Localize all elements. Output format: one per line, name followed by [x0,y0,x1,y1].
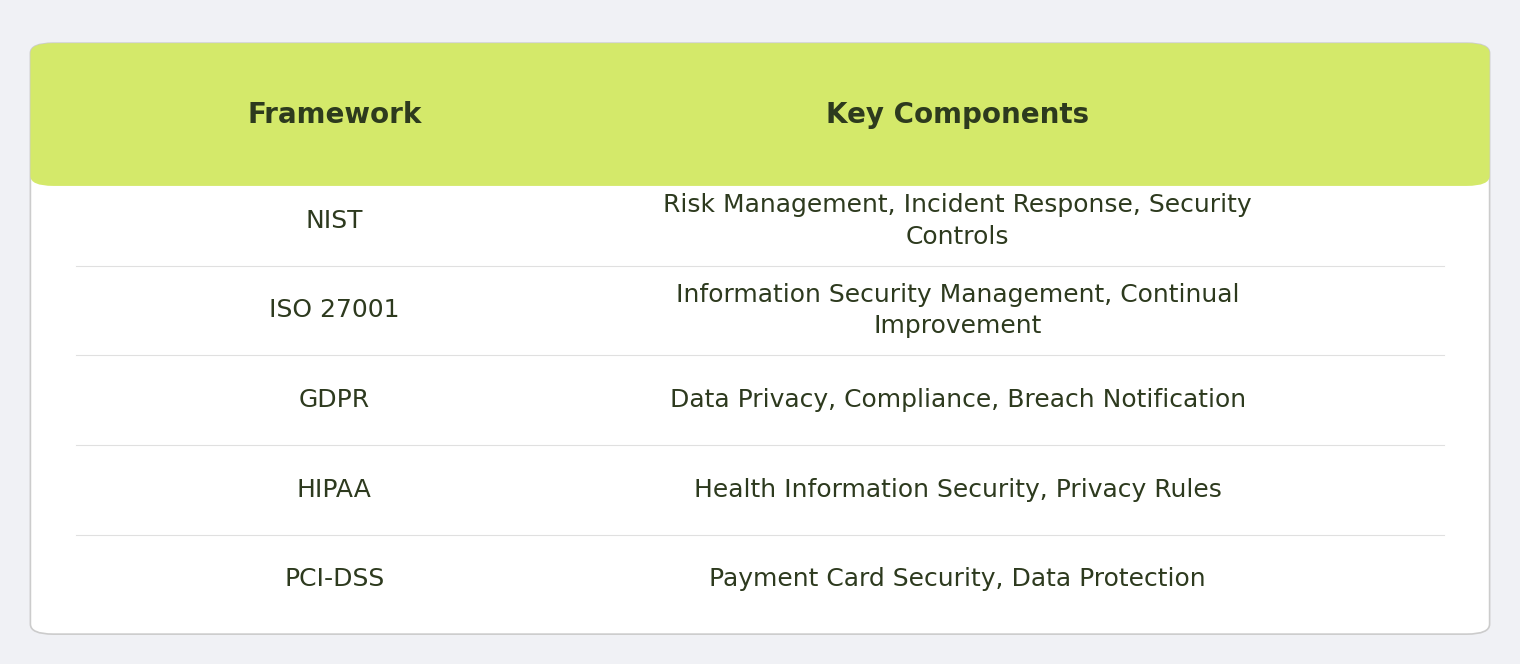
Text: Key Components: Key Components [825,100,1090,129]
Text: PCI-DSS: PCI-DSS [284,567,385,592]
FancyBboxPatch shape [30,43,1490,186]
Text: Framework: Framework [248,100,421,129]
FancyBboxPatch shape [53,121,1467,176]
Text: Payment Card Security, Data Protection: Payment Card Security, Data Protection [710,567,1205,592]
Text: NIST: NIST [306,208,363,233]
Text: HIPAA: HIPAA [296,477,372,502]
FancyBboxPatch shape [30,43,1490,634]
Text: Health Information Security, Privacy Rules: Health Information Security, Privacy Rul… [693,477,1222,502]
Text: ISO 27001: ISO 27001 [269,298,400,323]
Text: Data Privacy, Compliance, Breach Notification: Data Privacy, Compliance, Breach Notific… [669,388,1246,412]
Text: Risk Management, Incident Response, Security
Controls: Risk Management, Incident Response, Secu… [663,193,1252,248]
Text: Information Security Management, Continual
Improvement: Information Security Management, Continu… [676,283,1239,338]
Text: GDPR: GDPR [299,388,369,412]
